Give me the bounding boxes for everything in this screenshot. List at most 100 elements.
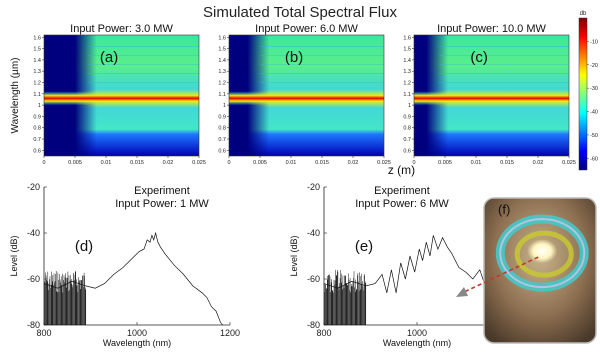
x-tick-label: 0.01 (286, 160, 297, 166)
x-tick-label: 0.02 (163, 160, 174, 166)
y-tick-label: -40 (307, 228, 320, 238)
y-tick-label: 0.6 (218, 148, 226, 154)
y-tick-label: 0.7 (403, 137, 411, 143)
y-tick-label: -80 (307, 320, 320, 330)
heatmap-c: Input Power: 10.0 MW (c) 1.6 1.5 1.4 1.3 1.2 1.… (403, 23, 576, 166)
x-tick-label: 0 (42, 160, 45, 166)
x-tick-label: 1000 (127, 328, 147, 338)
ring-inner (514, 230, 574, 278)
x-tick-label: 800 (36, 328, 51, 338)
panel-title: Input Power: 6.0 MW (255, 23, 358, 35)
y-tick-label: 1 (38, 103, 41, 109)
x-tick-label: 1000 (407, 328, 427, 338)
x-tick-label: 0.015 (315, 160, 329, 166)
panel-label: (d) (75, 238, 93, 255)
y-tick-label: 1.5 (403, 47, 411, 53)
y-tick-label: 1.3 (403, 69, 411, 75)
x-tick-label: 0 (412, 160, 415, 166)
spectrum-trace (43, 231, 222, 323)
x-tick-label: 0.025 (192, 160, 206, 166)
colorbar: db -10 -20 -30 -40 -50 -60 (578, 11, 598, 171)
colorbar-tick-label: -20 (590, 63, 598, 69)
heatmap-a: Input Power: 3.0 MW (a) 1.6 1.5 1.4 1.3 1.2 1.1… (10, 23, 206, 166)
y-tick-label: 0.8 (33, 126, 41, 132)
pump-band (229, 91, 384, 106)
y-tick-label: 0.6 (403, 148, 411, 154)
y-tick-label: 1.6 (403, 35, 411, 41)
y-tick-label: 1.5 (218, 47, 226, 53)
x-axis-label: Wavelength (nm) (103, 338, 171, 348)
y-axis-label: Wavelength (µm) (10, 58, 21, 134)
x-tick-label: 0.025 (377, 160, 391, 166)
y-tick-label: 1.1 (33, 92, 41, 98)
panel-label: (c) (470, 49, 488, 66)
y-tick-label: 0.7 (218, 137, 226, 143)
y-tick-label: 0.7 (33, 137, 41, 143)
spectrum-tail (220, 322, 223, 326)
heatmap-b: Input Power: 6.0 MW (b) 1.6 1.5 1.4 1.3 1.2 1.1… (218, 23, 415, 177)
pump-band (414, 91, 569, 106)
panel-label: (a) (100, 49, 118, 66)
panel-title: Experiment (374, 185, 430, 197)
panel-label: (b) (285, 49, 303, 66)
x-tick-label: 0.005 (68, 160, 82, 166)
y-tick-label: 0.6 (33, 148, 41, 154)
panel-label: (f) (498, 202, 510, 217)
spectrum-trace (323, 235, 501, 301)
colorbar-bar (578, 17, 588, 171)
y-tick-label: 1.3 (33, 69, 41, 75)
heatmap-frame (43, 34, 200, 157)
colorbar-tick-label: -60 (590, 156, 598, 162)
colorbar-tick-label: -50 (590, 133, 598, 139)
y-tick-label: 1.2 (218, 80, 226, 86)
y-tick-label: 1.5 (33, 47, 41, 53)
ring-outer-edge (499, 218, 586, 289)
x-tick-label: 0 (227, 160, 230, 166)
y-tick-label: 1.6 (218, 35, 226, 41)
heatmap-frame (413, 34, 570, 157)
panel-title: Experiment (134, 185, 190, 197)
y-tick-label: 0.9 (218, 114, 226, 120)
panel-subtitle: Input Power: 1 MW (115, 198, 209, 210)
y-tick-label: 1.6 (33, 35, 41, 41)
noise-floor (324, 269, 367, 325)
y-tick-label: -20 (27, 182, 40, 192)
panel-title: Input Power: 10.0 MW (437, 23, 546, 35)
y-tick-label: 1 (408, 103, 411, 109)
y-tick-label: -60 (307, 274, 320, 284)
colorbar-tick-label: -30 (590, 86, 598, 92)
noise-floor (44, 270, 87, 325)
y-tick-label: 0.9 (403, 114, 411, 120)
y-tick-label: 0.8 (218, 126, 226, 132)
ring-photo-f: (f) (456, 197, 597, 344)
x-tick-label: 0.015 (130, 160, 144, 166)
figure-title: Simulated Total Spectral Flux (203, 4, 397, 21)
x-tick-label: 0.02 (533, 160, 544, 166)
x-tick-label: 0.025 (562, 160, 576, 166)
ring-core (527, 239, 558, 264)
x-tick-label: 0.005 (438, 160, 452, 166)
x-axis-label: z (m) (388, 163, 415, 177)
pointer-arrow-head (456, 287, 468, 297)
y-tick-label: -40 (27, 228, 40, 238)
x-tick-label: 800 (316, 328, 331, 338)
y-tick-label: -80 (27, 320, 40, 330)
colorbar-tick-label: -40 (590, 110, 598, 116)
y-tick-label: 1.3 (218, 69, 226, 75)
heatmap-frame (228, 34, 385, 157)
y-tick-label: 1.4 (403, 58, 411, 64)
y-tick-label: 1.4 (218, 58, 226, 64)
colorbar-unit: db (580, 11, 587, 17)
panel-label: (e) (355, 238, 373, 255)
y-tick-label: -20 (307, 182, 320, 192)
y-tick-label: -60 (27, 274, 40, 284)
y-tick-label: 1.4 (33, 58, 41, 64)
y-tick-label: 1 (223, 103, 226, 109)
x-tick-label: 0.01 (471, 160, 482, 166)
x-tick-label: 1200 (220, 328, 240, 338)
y-tick-label: 1.1 (218, 92, 226, 98)
y-tick-label: 1.1 (403, 92, 411, 98)
pump-band (44, 91, 199, 106)
